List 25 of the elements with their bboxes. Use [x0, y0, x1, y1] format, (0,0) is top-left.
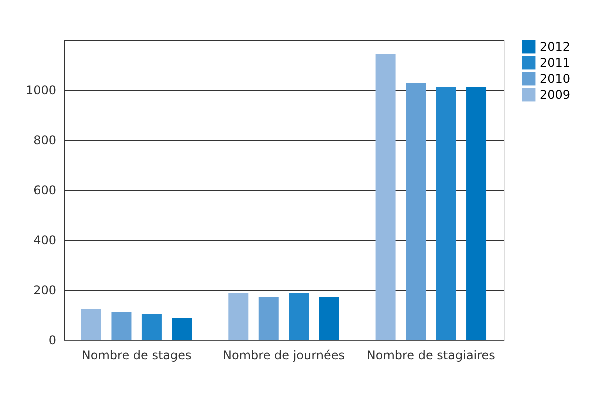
bar [376, 54, 396, 340]
y-tick-label: 800 [34, 134, 56, 148]
y-tick-label: 600 [34, 184, 56, 198]
bar [406, 83, 426, 340]
bar [228, 294, 249, 340]
legend-label: 2010 [540, 72, 571, 86]
bar [142, 314, 162, 340]
bar [258, 298, 279, 340]
bar [172, 318, 192, 340]
legend-label: 2011 [540, 56, 571, 70]
x-tick-label: Nombre de journées [223, 348, 345, 362]
y-tick-label: 1000 [26, 84, 56, 98]
x-tick-label: Nombre de stagiaires [366, 348, 496, 362]
bar [289, 294, 310, 340]
y-tick-label: 400 [34, 234, 56, 248]
legend-label: 2009 [540, 88, 571, 102]
bar [466, 87, 487, 340]
bar [436, 87, 456, 340]
x-tick-label: Nombre de stages [82, 348, 192, 362]
y-tick-label: 0 [48, 334, 56, 348]
legend-label: 2012 [540, 40, 571, 54]
y-tick-label: 200 [34, 284, 56, 298]
bar [112, 312, 132, 340]
bar [319, 298, 340, 340]
bar [81, 310, 102, 340]
